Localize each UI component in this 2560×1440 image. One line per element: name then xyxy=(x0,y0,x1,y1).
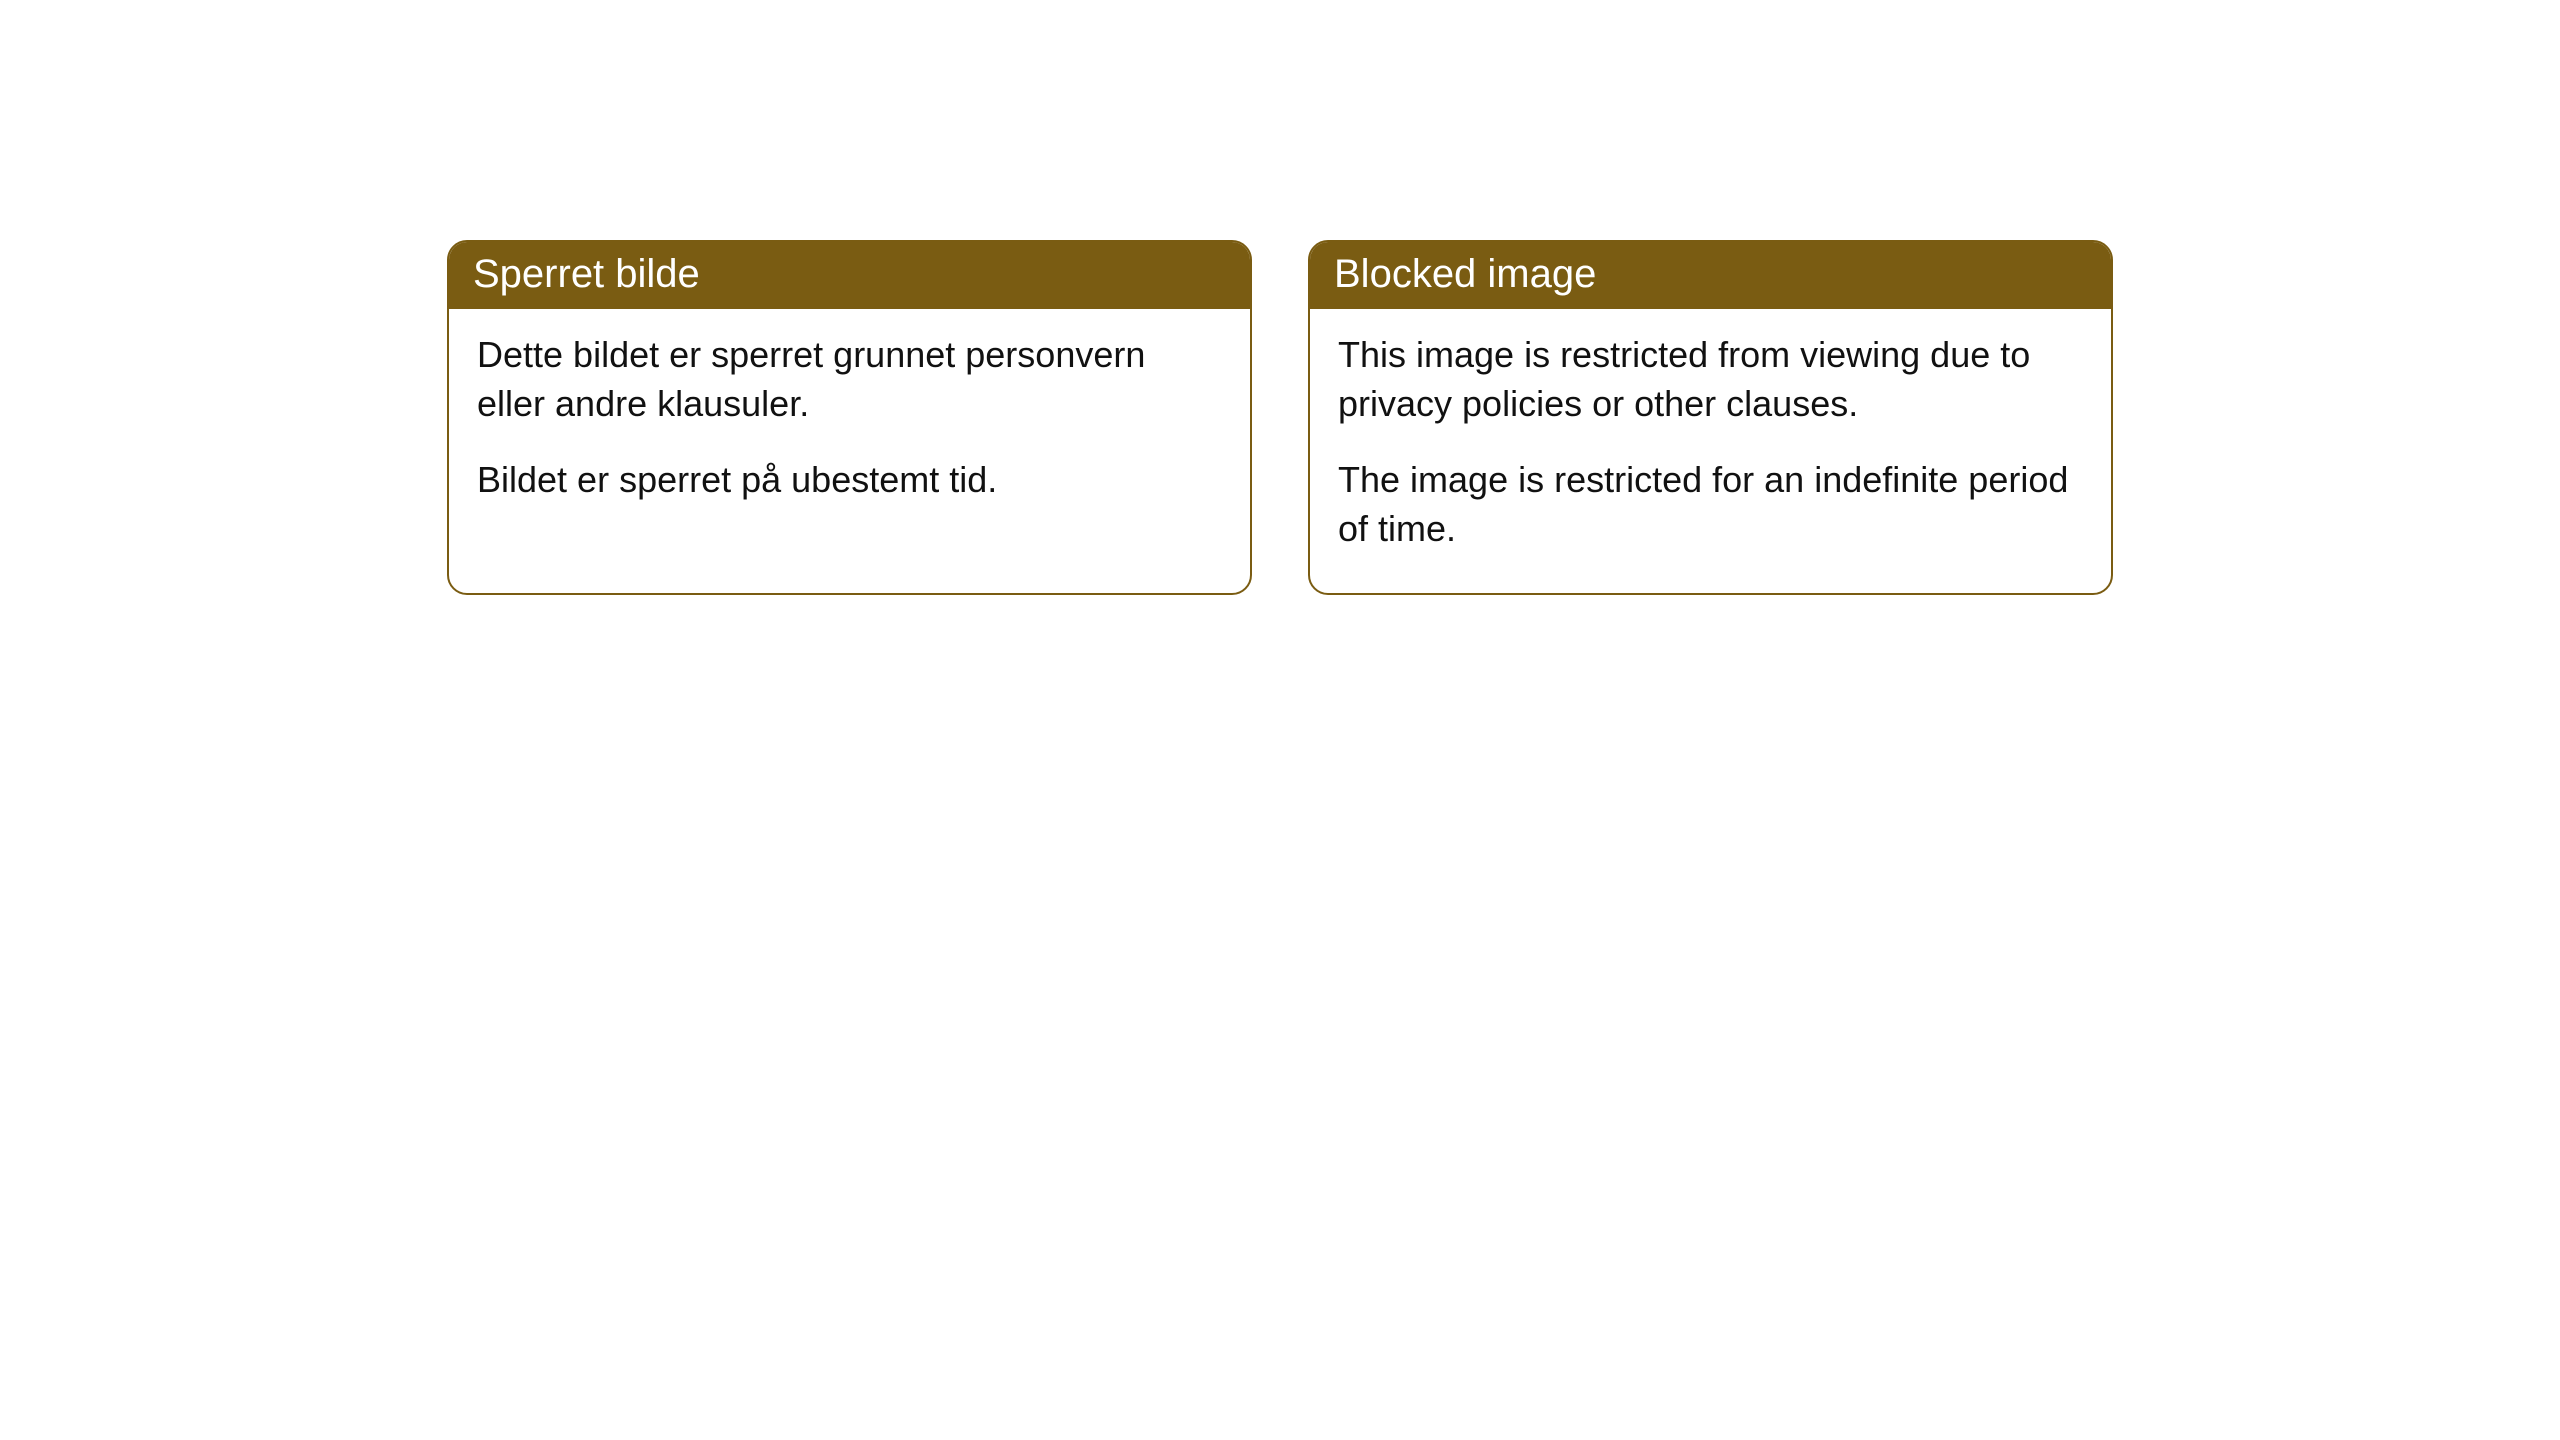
card-english: Blocked image This image is restricted f… xyxy=(1308,240,2113,595)
card-paragraph-norwegian-1: Dette bildet er sperret grunnet personve… xyxy=(477,331,1222,428)
card-body-english: This image is restricted from viewing du… xyxy=(1310,309,2111,593)
card-paragraph-norwegian-2: Bildet er sperret på ubestemt tid. xyxy=(477,456,1222,505)
card-header-norwegian: Sperret bilde xyxy=(449,242,1250,309)
card-paragraph-english-1: This image is restricted from viewing du… xyxy=(1338,331,2083,428)
card-header-english: Blocked image xyxy=(1310,242,2111,309)
card-body-norwegian: Dette bildet er sperret grunnet personve… xyxy=(449,309,1250,545)
card-paragraph-english-2: The image is restricted for an indefinit… xyxy=(1338,456,2083,553)
card-title-norwegian: Sperret bilde xyxy=(473,252,700,296)
card-norwegian: Sperret bilde Dette bildet er sperret gr… xyxy=(447,240,1252,595)
cards-container: Sperret bilde Dette bildet er sperret gr… xyxy=(0,240,2560,595)
card-title-english: Blocked image xyxy=(1334,252,1596,296)
